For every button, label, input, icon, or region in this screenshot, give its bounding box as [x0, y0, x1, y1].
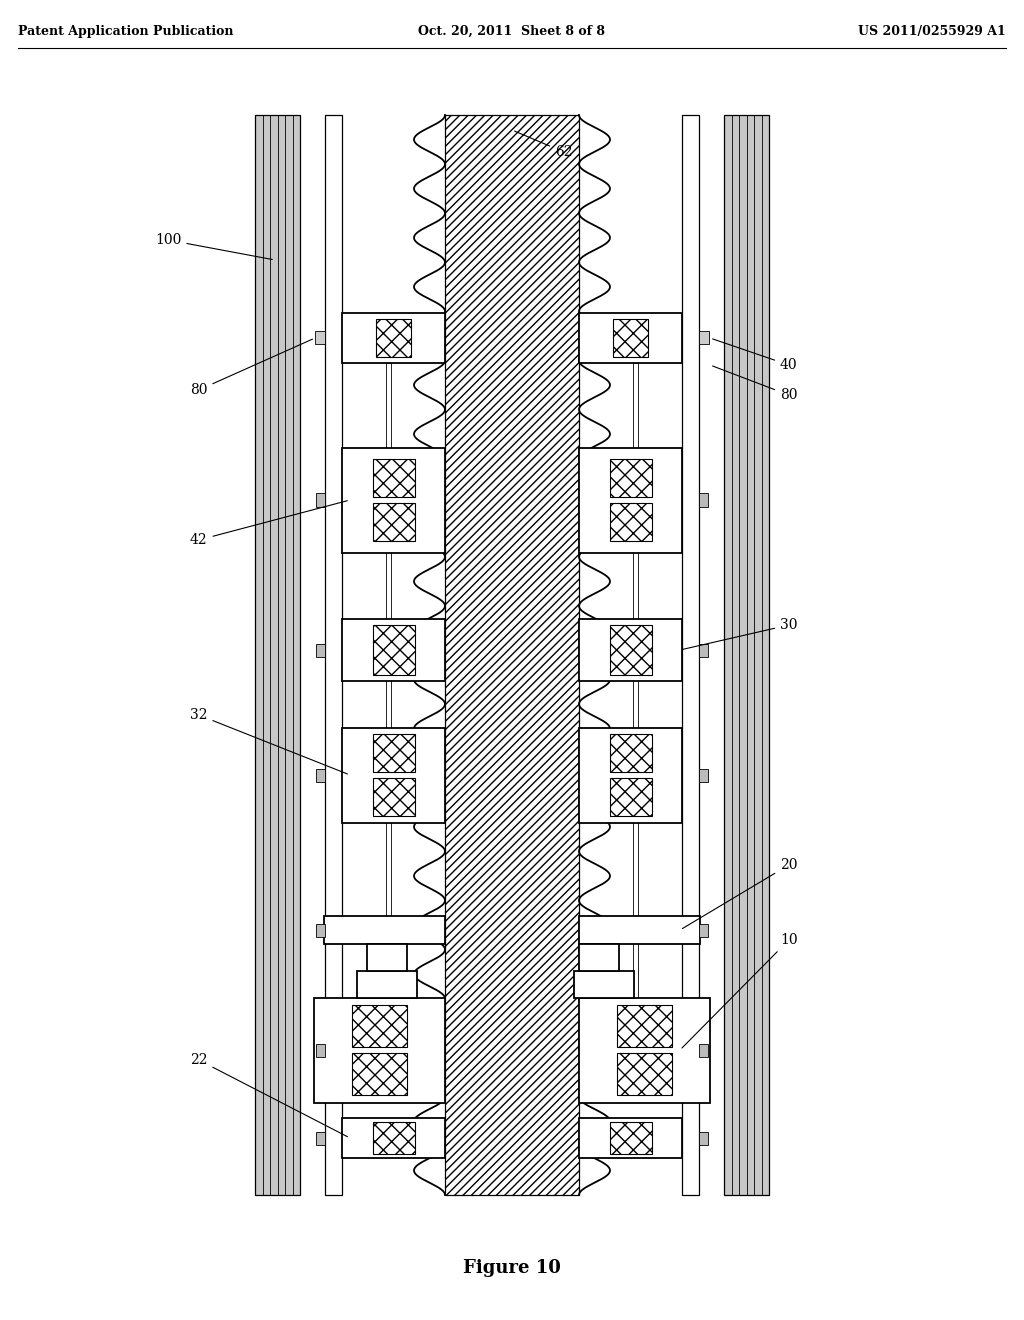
Bar: [373, 624, 415, 675]
Bar: [373, 777, 415, 816]
Bar: [352, 1053, 407, 1096]
Bar: [699, 494, 708, 507]
Bar: [579, 998, 710, 1102]
Bar: [724, 115, 769, 1195]
Text: 40: 40: [713, 339, 798, 372]
Text: 42: 42: [190, 500, 347, 546]
Bar: [574, 970, 634, 998]
Text: 10: 10: [682, 933, 798, 1048]
Bar: [699, 924, 708, 936]
Bar: [609, 777, 651, 816]
Bar: [342, 727, 445, 822]
Bar: [342, 619, 445, 681]
Bar: [613, 319, 648, 356]
Bar: [373, 503, 415, 541]
Bar: [699, 1044, 708, 1056]
Bar: [373, 1122, 415, 1154]
Bar: [314, 998, 445, 1102]
Bar: [579, 619, 682, 681]
Bar: [342, 313, 445, 363]
Bar: [352, 1005, 407, 1047]
Bar: [579, 1118, 682, 1158]
Text: Figure 10: Figure 10: [463, 1259, 561, 1276]
Bar: [699, 644, 708, 656]
Text: 22: 22: [190, 1053, 347, 1137]
Bar: [579, 727, 682, 822]
Bar: [373, 734, 415, 772]
Bar: [633, 363, 638, 998]
Bar: [324, 916, 445, 944]
Text: 30: 30: [683, 618, 798, 649]
Bar: [316, 494, 325, 507]
Bar: [579, 916, 700, 944]
Text: 100: 100: [155, 234, 272, 260]
Bar: [579, 944, 618, 970]
Bar: [609, 734, 651, 772]
Bar: [609, 459, 651, 498]
Text: 32: 32: [190, 708, 347, 774]
Bar: [609, 503, 651, 541]
Text: Oct. 20, 2011  Sheet 8 of 8: Oct. 20, 2011 Sheet 8 of 8: [419, 25, 605, 38]
Bar: [699, 1131, 708, 1144]
Text: Patent Application Publication: Patent Application Publication: [18, 25, 233, 38]
Bar: [373, 459, 415, 498]
Text: US 2011/0255929 A1: US 2011/0255929 A1: [858, 25, 1006, 38]
Bar: [315, 331, 325, 345]
Bar: [325, 115, 342, 1195]
Bar: [316, 1131, 325, 1144]
Bar: [316, 1044, 325, 1056]
Bar: [617, 1005, 672, 1047]
Bar: [682, 115, 699, 1195]
Text: 80: 80: [190, 339, 312, 397]
Text: 80: 80: [713, 366, 798, 403]
Bar: [357, 970, 417, 998]
Bar: [316, 644, 325, 656]
Bar: [579, 313, 682, 363]
Text: 20: 20: [682, 858, 798, 928]
Bar: [376, 319, 411, 356]
Bar: [367, 944, 407, 970]
Bar: [445, 115, 579, 1195]
Bar: [255, 115, 300, 1195]
Bar: [316, 768, 325, 781]
Bar: [386, 363, 391, 998]
Bar: [699, 768, 708, 781]
Bar: [699, 331, 709, 345]
Bar: [342, 1118, 445, 1158]
Bar: [609, 624, 651, 675]
Text: 62: 62: [514, 131, 572, 158]
Bar: [342, 447, 445, 553]
Bar: [617, 1053, 672, 1096]
Bar: [579, 447, 682, 553]
Bar: [609, 1122, 651, 1154]
Bar: [316, 924, 325, 936]
